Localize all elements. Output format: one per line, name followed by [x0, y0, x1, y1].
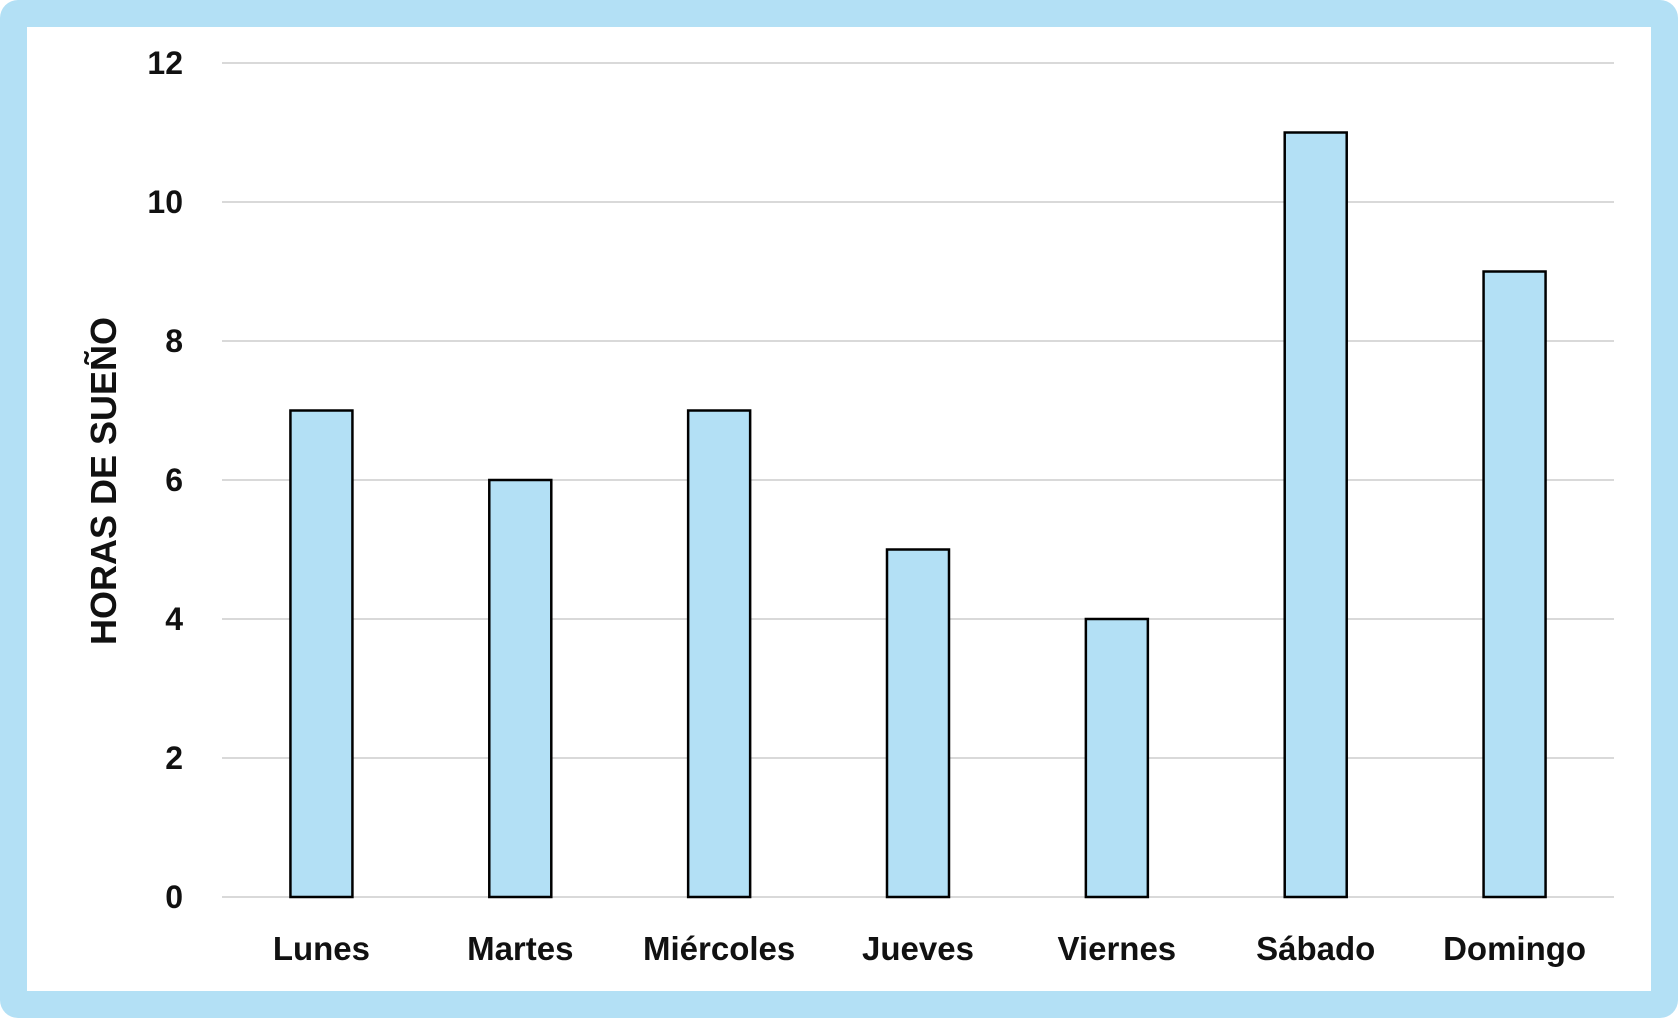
- bar-4: [885, 548, 951, 899]
- y-tick-label: 10: [147, 184, 183, 220]
- y-tick-label: 12: [147, 45, 183, 81]
- x-category-label: Jueves: [862, 930, 974, 967]
- y-tick-label: 2: [165, 740, 183, 776]
- y-axis-title: HORAS DE SUEÑO: [82, 317, 124, 645]
- y-tick-label: 4: [165, 601, 183, 637]
- y-tick-label: 6: [165, 462, 183, 498]
- bar-2: [488, 478, 553, 899]
- x-category-label: Miércoles: [643, 930, 795, 967]
- x-category-label: Viernes: [1058, 930, 1177, 967]
- x-category-label: Sábado: [1256, 930, 1375, 967]
- bar-1: [289, 409, 354, 899]
- bars: [289, 131, 1547, 899]
- x-category-label: Domingo: [1443, 930, 1586, 967]
- bar-3: [686, 409, 752, 899]
- bar-7: [1482, 270, 1547, 899]
- bar-6: [1283, 131, 1348, 899]
- y-tick-label: 0: [165, 879, 183, 915]
- x-axis-labels: Lunes Martes Miércoles Jueves Viernes Sábado D…: [273, 930, 1586, 967]
- bar-5: [1084, 617, 1150, 899]
- x-category-label: Martes: [467, 930, 573, 967]
- y-tick-label: 8: [165, 323, 183, 359]
- x-category-label: Lunes: [273, 930, 370, 967]
- y-axis-ticks: 0 2 4 6 8 10 12: [147, 45, 183, 915]
